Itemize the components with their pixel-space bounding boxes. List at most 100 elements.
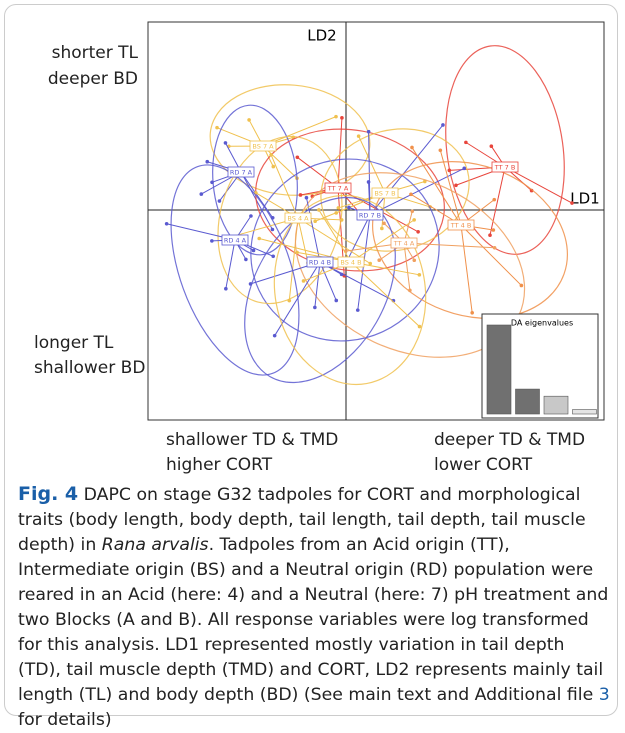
- side-label: deeper TD & TMD: [434, 430, 585, 450]
- point: [492, 228, 496, 232]
- point: [490, 144, 494, 148]
- point: [249, 214, 253, 218]
- eigenvalue-bar: [487, 325, 511, 414]
- point: [412, 258, 416, 262]
- group-label: RD 7 B: [359, 212, 381, 220]
- side-label: shorter TL: [52, 43, 139, 63]
- caption-species: Rana arvalis: [102, 535, 209, 555]
- side-label: lower CORT: [434, 455, 533, 475]
- point: [439, 148, 443, 152]
- point: [269, 153, 273, 157]
- point: [493, 246, 497, 250]
- point: [380, 227, 384, 231]
- caption-link[interactable]: 3: [599, 685, 610, 705]
- point: [418, 325, 422, 329]
- point: [416, 230, 420, 234]
- side-label: higher CORT: [166, 455, 273, 475]
- point: [295, 251, 299, 255]
- side-label: longer TL: [34, 333, 114, 353]
- point: [249, 282, 253, 286]
- point: [570, 201, 574, 205]
- point: [377, 258, 381, 262]
- point: [454, 183, 458, 187]
- group-label: BS 4 B: [340, 259, 361, 267]
- point: [470, 311, 474, 315]
- group-label: TT 4 A: [393, 240, 415, 248]
- inset-title: DA eigenvalues: [511, 319, 573, 328]
- point: [247, 118, 251, 122]
- point: [464, 141, 468, 145]
- caption-text: . Tadpoles from an Acid origin (TT), Int…: [18, 535, 608, 705]
- point: [488, 233, 492, 237]
- side-label: deeper BD: [48, 69, 138, 89]
- point: [205, 160, 209, 164]
- point: [210, 239, 214, 243]
- point: [357, 134, 361, 138]
- point: [218, 199, 222, 203]
- point: [520, 284, 524, 288]
- caption: Fig. 4 DAPC on stage G32 tadpoles for CO…: [18, 482, 610, 733]
- point: [462, 167, 466, 171]
- ld1-label: LD1: [570, 190, 599, 208]
- point: [244, 258, 248, 262]
- point: [492, 198, 496, 202]
- point: [215, 126, 219, 130]
- group-label: BS 4 A: [287, 215, 309, 223]
- point: [272, 165, 276, 169]
- point: [224, 287, 228, 291]
- eigenvalue-bar: [516, 389, 540, 414]
- point: [418, 273, 422, 277]
- point: [410, 146, 414, 150]
- point: [299, 193, 303, 197]
- point: [252, 249, 256, 253]
- group-label: TT 7 B: [494, 164, 516, 172]
- caption-label: Fig. 4: [18, 483, 78, 505]
- point: [368, 262, 372, 266]
- point: [313, 306, 317, 310]
- point: [441, 123, 445, 127]
- figure: LD2 LD1 shorter TL deeper BD longer TL s…: [0, 0, 625, 480]
- point: [224, 141, 228, 145]
- eigenvalue-bar: [573, 410, 597, 414]
- point: [356, 308, 360, 312]
- point: [367, 130, 371, 134]
- point: [271, 254, 275, 258]
- group-label: TT 7 A: [327, 185, 349, 193]
- point: [448, 169, 452, 173]
- point: [313, 219, 317, 223]
- point: [347, 206, 351, 210]
- point: [296, 155, 300, 159]
- point: [340, 116, 344, 120]
- point: [412, 218, 416, 222]
- eigenvalue-bar: [544, 396, 568, 414]
- point: [302, 279, 306, 283]
- side-label: shallower BD: [34, 358, 145, 378]
- point: [305, 196, 309, 200]
- group-label: RD 4 B: [309, 259, 331, 267]
- point: [408, 289, 412, 293]
- point: [340, 218, 344, 222]
- group-label: BS 7 A: [252, 143, 274, 151]
- point: [210, 180, 214, 184]
- point: [273, 334, 277, 338]
- point: [337, 206, 341, 210]
- point: [271, 228, 275, 232]
- group-label: BS 7 B: [374, 190, 395, 198]
- point: [334, 299, 338, 303]
- point: [409, 193, 413, 197]
- ld2-label: LD2: [307, 27, 336, 45]
- point: [317, 208, 321, 212]
- point: [165, 222, 169, 226]
- side-label: shallower TD & TMD: [166, 430, 338, 450]
- point: [334, 115, 338, 119]
- point: [340, 273, 344, 277]
- group-label: RD 7 A: [230, 169, 253, 177]
- point: [410, 209, 414, 213]
- group-label: TT 4 B: [450, 222, 472, 230]
- point: [287, 299, 291, 303]
- group-label: RD 4 A: [224, 237, 247, 245]
- point: [199, 192, 203, 196]
- point: [382, 221, 386, 225]
- caption-text: for details): [18, 710, 112, 730]
